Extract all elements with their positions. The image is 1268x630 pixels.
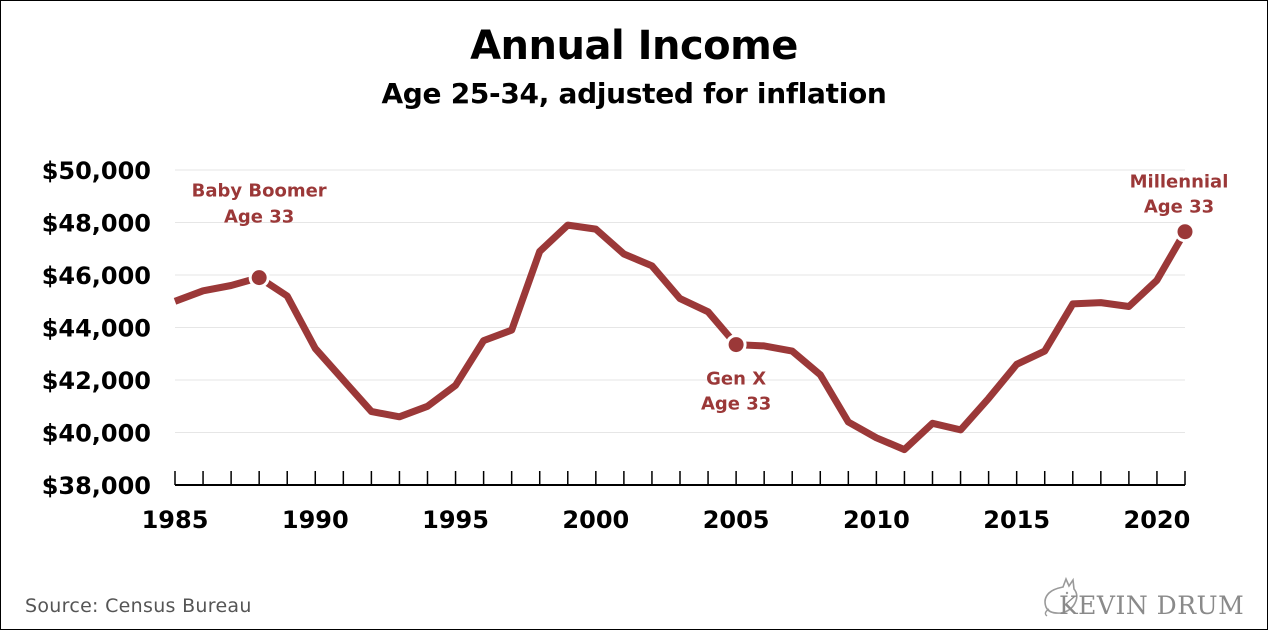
source-note: Source: Census Bureau [25,595,252,617]
annotation-label: Age 33 [1144,197,1214,218]
brand-name: KEVIN DRUM [1059,591,1245,620]
annotation-label: Millennial [1130,172,1229,193]
annotation-marker [248,267,270,289]
annotation-marker [725,334,747,356]
annotation-label: Age 33 [701,394,771,415]
x-tick-labels: 1985 1990 1995 2000 2005 2010 2015 2020 [142,506,1191,534]
x-tick-label: 2000 [562,506,629,534]
annotation-marker [1174,221,1196,243]
y-tick-label: $38,000 [42,472,151,500]
x-tick-label: 1995 [422,506,489,534]
y-tick-label: $46,000 [42,262,151,290]
axes [174,471,1186,486]
grid-lines [175,169,1185,433]
annotations: Baby Boomer Age 33 Gen X Age 33 Millennial Ag… [192,172,1229,415]
x-tick-label: 2005 [703,506,770,534]
annotation-label: Age 33 [224,207,294,228]
y-tick-label: $42,000 [42,367,151,395]
y-tick-label: $50,000 [42,157,151,185]
x-tick-label: 1985 [142,506,209,534]
y-tick-labels: $38,000 $40,000 $42,000 $44,000 $46,000 $48,0… [42,157,151,500]
x-tick-label: 2010 [843,506,910,534]
annotation-label: Gen X [706,369,766,390]
y-tick-label: $48,000 [42,210,151,238]
y-tick-label: $44,000 [42,315,151,343]
cat-icon [1044,576,1078,617]
brand-logo: KEVIN DRUM [1041,571,1245,621]
series-lines [173,221,1189,454]
x-tick-label: 2015 [983,506,1050,534]
chart-title: Annual Income [470,23,798,69]
income-line [173,221,1189,454]
chart-subtitle: Age 25-34, adjusted for inflation [381,77,887,110]
y-tick-label: $40,000 [42,420,151,448]
x-tick-label: 2020 [1124,506,1191,534]
x-tick-label: 1990 [282,506,349,534]
annotation-label: Baby Boomer [192,181,327,202]
